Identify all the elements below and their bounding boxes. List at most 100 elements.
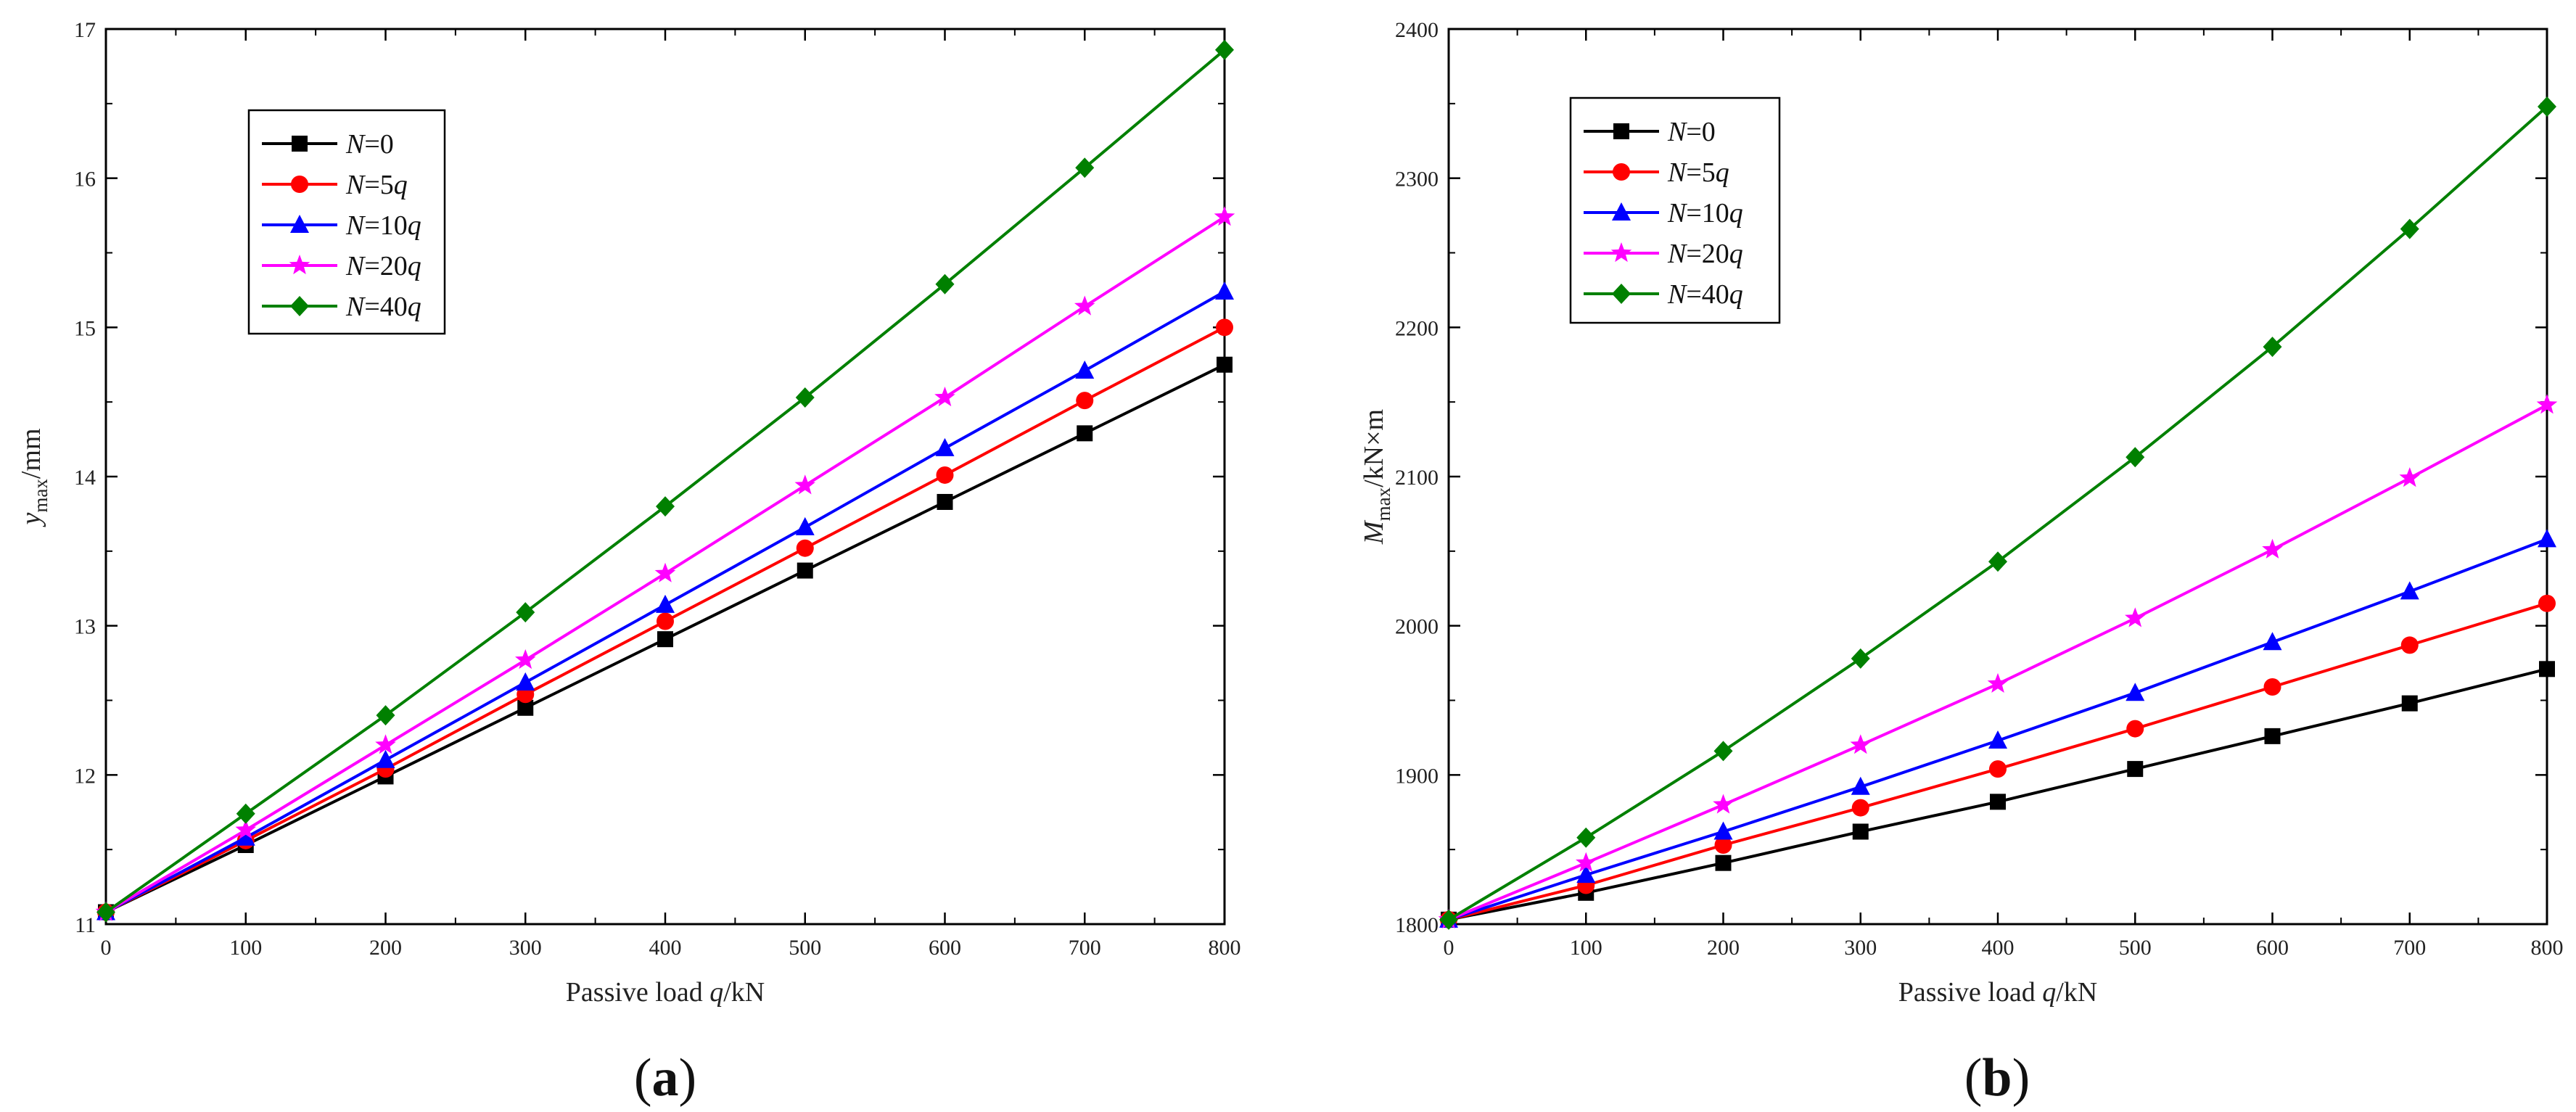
marker-square [1077, 425, 1093, 442]
y-tick-label: 1800 [1395, 913, 1439, 937]
text-span: N [345, 251, 366, 281]
text-span: ( [1964, 1048, 1983, 1108]
text-span: q [1729, 198, 1743, 228]
text-span: =10 [364, 210, 407, 241]
marker-star [1850, 734, 1871, 754]
legend-item: N=20q [1584, 239, 1743, 269]
marker-star [794, 474, 815, 495]
text-span: q [1716, 157, 1729, 188]
marker-circle [1851, 799, 1869, 817]
text-span: N [1667, 279, 1688, 310]
x-tick-label: 800 [1209, 936, 1241, 960]
text-span: max [30, 479, 52, 513]
marker-circle [1613, 163, 1630, 181]
marker-circle [2126, 720, 2144, 738]
text-span: /kN [723, 977, 765, 1008]
marker-square [517, 699, 534, 716]
y-tick-label: 16 [74, 168, 96, 191]
x-tick-label: 200 [1707, 936, 1740, 960]
marker-diamond [935, 273, 955, 295]
marker-star [235, 819, 256, 839]
text-span: /mm [16, 428, 46, 479]
marker-star [1214, 206, 1235, 226]
legend-item: N=10q [262, 210, 421, 241]
marker-diamond [1439, 909, 1458, 930]
y-axis-title: Mmax/kN×m [1359, 409, 1394, 545]
marker-circle [1216, 318, 1233, 337]
legend-item: N=40q [1584, 279, 1743, 310]
text-span: Passive load [566, 977, 709, 1008]
series-N=40q [96, 39, 1234, 923]
panel-label: (a) [634, 1048, 696, 1108]
marker-triangle [2126, 683, 2145, 701]
y-tick-label: 15 [74, 316, 96, 340]
text-span: ) [679, 1048, 697, 1108]
text-span: q [408, 210, 421, 241]
series-N=10q [96, 281, 1234, 921]
marker-star [2125, 607, 2146, 627]
marker-star [654, 562, 676, 582]
marker-diamond [2538, 96, 2556, 117]
marker-star [2262, 538, 2283, 559]
y-tick-label: 2200 [1395, 316, 1439, 340]
x-tick-label: 0 [1444, 936, 1454, 960]
marker-diamond [2263, 337, 2282, 358]
text-span: =10 [1686, 198, 1729, 228]
text-span: max [1373, 487, 1394, 521]
legend-item: N=0 [262, 129, 394, 160]
x-tick-label: 700 [2393, 936, 2426, 960]
x-tick-label: 300 [509, 936, 542, 960]
x-tick-label: 600 [2256, 936, 2289, 960]
legend-box [1569, 96, 1781, 324]
marker-square [1852, 823, 1869, 840]
text-span: N [345, 129, 366, 160]
marker-triangle [2538, 529, 2556, 548]
legend-label: N=5q [345, 170, 408, 200]
text-span: q [709, 977, 723, 1008]
text-span: =0 [1686, 117, 1715, 147]
text-span: =40 [1686, 279, 1729, 310]
text-span: =5 [1686, 157, 1715, 188]
marker-diamond [656, 496, 675, 517]
marker-diamond [1988, 551, 2007, 572]
legend-label: N=0 [345, 129, 394, 160]
marker-triangle [656, 594, 675, 613]
x-tick-label: 600 [929, 936, 961, 960]
text-span: N [345, 170, 366, 200]
panel-label: (b) [1964, 1048, 2030, 1108]
y-tick-label: 2100 [1395, 466, 1439, 490]
text-span: N [345, 210, 366, 241]
text-span: q [408, 292, 421, 322]
marker-triangle [290, 215, 309, 233]
legend-label: N=20q [345, 251, 421, 281]
marker-circle [2263, 678, 2281, 696]
marker-circle [1989, 760, 2007, 778]
marker-triangle [935, 437, 955, 456]
text-span: q [2042, 977, 2056, 1008]
marker-diamond [1075, 157, 1095, 178]
y-tick-label: 12 [74, 764, 96, 788]
marker-square [1990, 794, 2006, 810]
marker-circle [2400, 636, 2419, 654]
marker-diamond [1713, 741, 1733, 762]
text-span: M [1359, 519, 1389, 545]
y-tick-label: 2300 [1395, 168, 1439, 191]
text-span: N [1667, 117, 1688, 147]
legend-label: N=5q [1667, 157, 1729, 188]
x-tick-label: 400 [649, 936, 682, 960]
marker-square [2127, 761, 2144, 778]
legend-label: N=0 [1667, 117, 1716, 147]
legend-label: N=20q [1667, 239, 1743, 269]
marker-circle [936, 466, 954, 484]
marker-triangle [1612, 202, 1631, 221]
y-tick-label: 11 [75, 913, 96, 937]
marker-circle [657, 612, 674, 630]
chart-b: 0 100 200 300 400 500 600 700 800 1800 1900 2000 210… [1359, 18, 2564, 1108]
x-axis-title: Passive load q/kN [1898, 977, 2097, 1008]
marker-circle [1076, 392, 1094, 410]
marker-star [375, 734, 396, 754]
y-tick-label: 2400 [1395, 18, 1439, 42]
marker-triangle [2400, 581, 2419, 600]
